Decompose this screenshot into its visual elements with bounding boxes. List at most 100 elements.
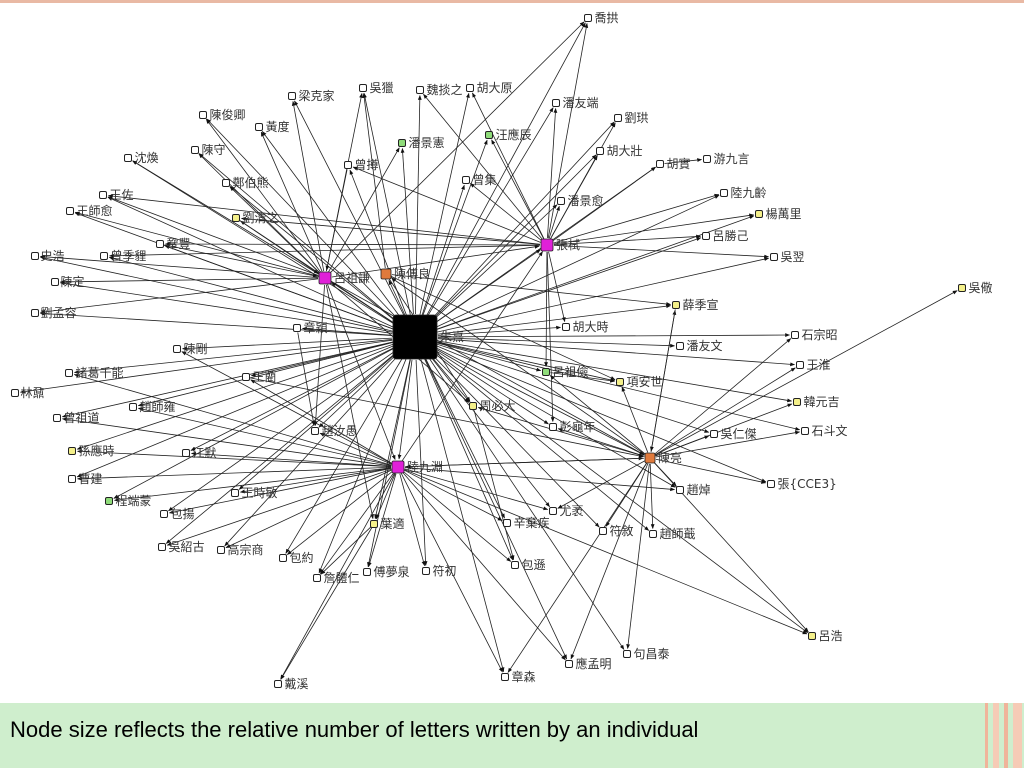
edge-n1-n42 [302,326,393,336]
edge-n1-n61 [190,347,395,451]
node-n13: 劉珙 [614,110,649,125]
node-label: 趙師蕺 [660,526,696,541]
edge-n1-n60 [76,343,394,450]
edge-n4-n65 [239,467,392,494]
edge-n4-n76 [367,473,397,568]
edge-n1-n44 [182,337,393,351]
node-n57: 石斗文 [801,423,848,438]
node-marker [255,123,263,131]
caption-text: Node size reflects the relative number o… [10,717,699,742]
node-label: 傅夢泉 [374,565,410,579]
node-label: 尤袤 [560,503,584,518]
edge-n4-n74 [225,469,392,549]
node-marker [614,114,622,122]
edge-n1-n55 [137,342,393,407]
edge-n2-n7 [329,21,585,274]
node-n79: 詹體仁 [313,571,360,585]
edge-n3-n7 [547,22,589,239]
edge-n6-n46 [654,367,796,456]
edge-n48-n6 [250,377,644,458]
node-label: 項安世 [627,374,663,389]
node-marker [31,309,39,317]
node-n8: 吳獵 [359,81,394,95]
node-marker [100,252,108,260]
node-label: 周必大 [480,399,516,413]
edge-n2-n26 [107,196,319,276]
edge-n4-n79 [319,472,395,574]
node-n49: 呂祖儉 [542,364,589,379]
node-marker [363,568,371,576]
node-label: 曹建 [79,472,103,486]
node-label: 潘景愈 [568,193,604,208]
node-marker [191,146,199,154]
node-label: 陳俊卿 [210,107,246,122]
edge-n3-n27 [548,205,560,239]
edge-n4-n54 [61,417,392,467]
edge-n1-n19 [198,153,398,323]
node-n24: 鄭伯熊 [222,175,269,190]
node-marker [808,632,816,640]
node-n70: 辛棄疾 [503,515,550,530]
edge-n2-n6 [330,281,645,455]
node-label: 趙汝愚 [322,423,358,438]
node-marker [801,427,809,435]
node-label: 高宗商 [228,542,264,557]
node-label: 魏掞之 [427,82,463,97]
node-n14: 陳俊卿 [199,107,246,122]
edge-n1-n41 [437,333,790,338]
node-n6: 陳亮 [644,450,682,465]
edge-n1-n14 [206,118,400,321]
top-accent-rule [0,0,1024,3]
node-marker [31,252,39,260]
node-n7: 喬拱 [584,11,619,25]
edge-n3-n34 [109,244,541,258]
node-n17: 汪應辰 [485,127,532,142]
node-n66: 程端蒙 [105,493,152,508]
node-n65: 王時敏 [231,485,278,500]
node-marker [767,480,775,488]
node-label: 呂祖儉 [553,364,589,379]
node-n78: 包遜 [511,557,546,572]
edge-n1-n17 [422,139,488,316]
node-label: 游九言 [714,152,750,166]
node-marker [562,323,570,331]
edge-n1-n25 [421,184,465,316]
node-n36: 吳翌 [770,250,805,264]
node-label: 沈煥 [135,150,159,165]
edge-n1-n59 [436,343,710,433]
edge-n1-n77 [415,359,428,566]
edge-n4-n77 [399,473,426,567]
node-label: 吳儆 [969,281,993,295]
node-n50: 項安世 [616,374,663,389]
node-marker [466,84,474,92]
edge-n6-n82 [570,463,649,660]
edge-n35-n2 [164,244,318,278]
edge-n1-n8 [363,92,411,315]
edge-n6-n72 [649,463,655,529]
node-label: 諸葛千能 [76,365,124,380]
node-marker [53,414,61,422]
node-label: 鄭伯熊 [233,175,269,190]
edge-n1-n67 [428,354,550,508]
edge-n1-n52 [437,340,793,403]
node-marker [68,475,76,483]
node-marker [549,423,557,431]
edge-n1-n13 [430,121,615,321]
node-n25: 曾集 [462,172,497,187]
node-marker [469,402,477,410]
node-n16: 潘景憲 [398,135,445,150]
node-label: 陸九齡 [731,186,767,200]
node-label: 薛季宣 [683,297,719,312]
edge-n6-n4 [405,457,645,469]
node-n15: 黃度 [255,119,290,134]
edge-n4-n69 [375,473,396,520]
node-n43: 胡大時 [562,320,609,334]
edge-n1-n12 [426,107,554,318]
edge-n2-n58 [313,284,325,426]
edge-n4-n84 [280,472,395,680]
node-marker [616,378,624,386]
node-marker [370,520,378,528]
node-n48: 王藺 [242,370,277,384]
node-label: 吳紹古 [169,539,205,554]
